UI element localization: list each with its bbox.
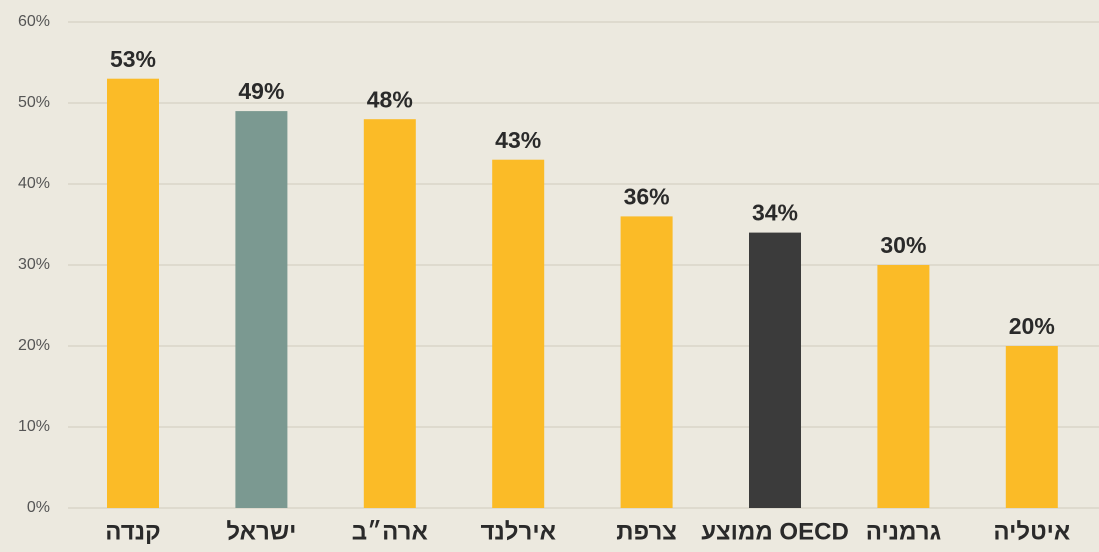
value-label: 53% <box>110 46 156 72</box>
bar <box>107 78 159 508</box>
bar <box>235 111 288 508</box>
bar <box>620 216 673 508</box>
x-tick-label: איטליה <box>993 518 1070 545</box>
x-tick-label: קנדה <box>105 518 161 545</box>
x-tick-label: ישראל <box>226 518 296 545</box>
y-tick-label: 0% <box>27 499 50 516</box>
y-tick-label: 30% <box>18 256 50 273</box>
value-label: 34% <box>752 200 798 226</box>
bar <box>1005 346 1058 508</box>
y-tick-label: 40% <box>18 175 50 192</box>
y-tick-label: 60% <box>18 13 50 30</box>
bar <box>877 265 930 508</box>
x-tick-label: אירלנד <box>480 518 555 545</box>
bar <box>363 119 416 508</box>
value-label: 49% <box>238 78 284 104</box>
x-tick-label: ממוצע OECD <box>701 518 849 545</box>
x-tick-label: ארה״ב <box>352 518 428 545</box>
bar <box>749 232 801 508</box>
y-tick-label: 20% <box>18 337 50 354</box>
value-label: 30% <box>880 232 926 258</box>
value-label: 43% <box>495 127 541 153</box>
x-tick-label: גרמניה <box>866 518 941 545</box>
bar <box>492 159 545 508</box>
y-tick-label: 10% <box>18 418 50 435</box>
value-label: 36% <box>624 183 670 209</box>
y-tick-label: 50% <box>18 94 50 111</box>
value-label: 48% <box>367 86 413 112</box>
value-label: 20% <box>1009 313 1055 339</box>
x-tick-label: צרפת <box>616 518 677 545</box>
